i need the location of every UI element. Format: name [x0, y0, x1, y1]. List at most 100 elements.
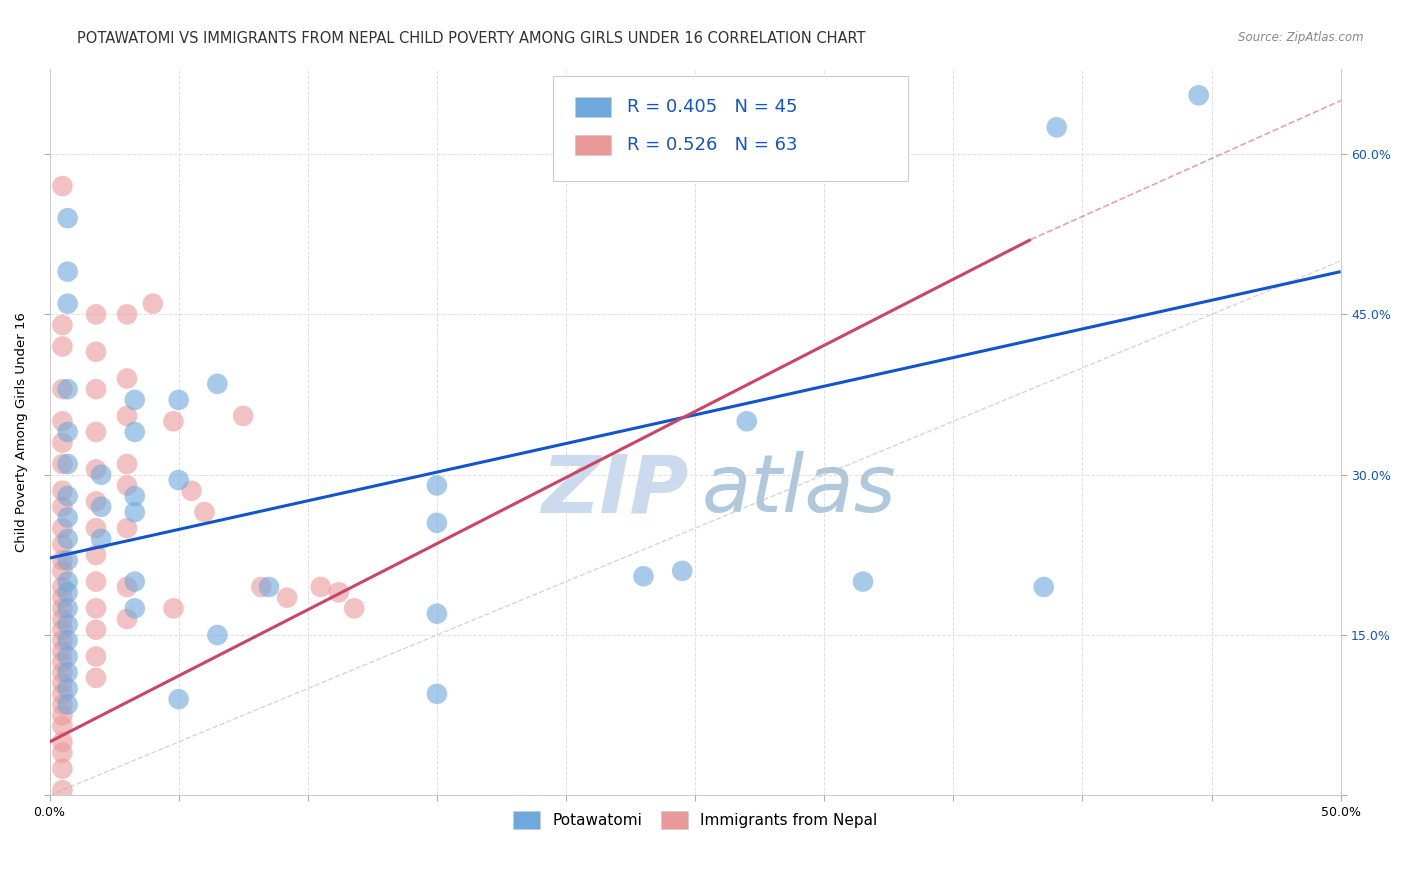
Point: [142, 296, 165, 310]
Point: [167, 392, 190, 407]
Point: [124, 505, 146, 519]
Point: [51, 746, 73, 760]
Point: [1032, 580, 1054, 594]
Point: [51, 612, 73, 626]
Point: [90, 500, 112, 514]
Point: [51, 382, 73, 396]
Point: [115, 478, 138, 492]
Point: [51, 521, 73, 535]
Point: [115, 307, 138, 321]
Point: [84, 671, 107, 685]
Point: [56, 574, 79, 589]
Point: [51, 665, 73, 680]
Point: [51, 580, 73, 594]
Point: [51, 414, 73, 428]
Point: [1046, 120, 1069, 135]
Point: [56, 382, 79, 396]
Point: [51, 537, 73, 551]
Text: Source: ZipAtlas.com: Source: ZipAtlas.com: [1239, 31, 1364, 45]
Point: [84, 344, 107, 359]
Point: [56, 211, 79, 226]
Point: [167, 692, 190, 706]
Point: [84, 548, 107, 562]
Point: [56, 457, 79, 471]
Point: [56, 633, 79, 648]
Point: [276, 591, 298, 605]
Point: [51, 318, 73, 332]
Point: [426, 607, 449, 621]
Point: [56, 425, 79, 439]
Point: [671, 564, 693, 578]
Point: [51, 698, 73, 712]
Point: [115, 409, 138, 423]
Point: [90, 467, 112, 482]
Point: [56, 665, 79, 680]
Point: [51, 500, 73, 514]
Point: [250, 580, 273, 594]
Point: [51, 591, 73, 605]
Point: [84, 574, 107, 589]
Point: [51, 339, 73, 353]
Point: [56, 601, 79, 615]
Point: [56, 681, 79, 696]
Point: [328, 585, 350, 599]
Point: [56, 510, 79, 524]
Point: [207, 628, 229, 642]
Point: [180, 483, 202, 498]
Point: [309, 580, 332, 594]
Point: [56, 265, 79, 279]
Point: [56, 532, 79, 546]
Point: [852, 574, 875, 589]
Point: [84, 601, 107, 615]
Point: [56, 553, 79, 567]
Point: [51, 708, 73, 723]
Point: [56, 649, 79, 664]
Point: [84, 649, 107, 664]
Point: [162, 414, 184, 428]
Point: [51, 676, 73, 690]
Point: [426, 687, 449, 701]
Point: [51, 435, 73, 450]
Point: [51, 719, 73, 733]
Point: [51, 762, 73, 776]
Point: [51, 655, 73, 669]
Point: [124, 489, 146, 503]
Point: [124, 425, 146, 439]
Point: [84, 521, 107, 535]
Point: [51, 179, 73, 194]
Text: atlas: atlas: [702, 451, 896, 529]
Point: [51, 687, 73, 701]
Y-axis label: Child Poverty Among Girls Under 16: Child Poverty Among Girls Under 16: [15, 312, 28, 552]
Point: [426, 478, 449, 492]
Point: [84, 425, 107, 439]
Point: [84, 462, 107, 476]
Point: [257, 580, 280, 594]
Point: [115, 612, 138, 626]
Point: [162, 601, 184, 615]
Point: [426, 516, 449, 530]
Point: [51, 783, 73, 797]
Point: [735, 414, 758, 428]
Point: [84, 382, 107, 396]
Text: R = 0.526   N = 63: R = 0.526 N = 63: [627, 136, 797, 153]
Point: [1188, 88, 1211, 103]
Point: [51, 735, 73, 749]
FancyBboxPatch shape: [575, 135, 612, 155]
Point: [51, 553, 73, 567]
Point: [115, 371, 138, 385]
Point: [56, 585, 79, 599]
FancyBboxPatch shape: [553, 76, 908, 181]
Point: [51, 633, 73, 648]
Text: R = 0.405   N = 45: R = 0.405 N = 45: [627, 98, 797, 116]
Point: [193, 505, 215, 519]
Point: [51, 623, 73, 637]
Point: [90, 532, 112, 546]
FancyBboxPatch shape: [575, 97, 612, 117]
Point: [115, 457, 138, 471]
Point: [56, 617, 79, 632]
Point: [167, 473, 190, 487]
Point: [84, 623, 107, 637]
Point: [633, 569, 655, 583]
Point: [115, 521, 138, 535]
Point: [84, 494, 107, 508]
